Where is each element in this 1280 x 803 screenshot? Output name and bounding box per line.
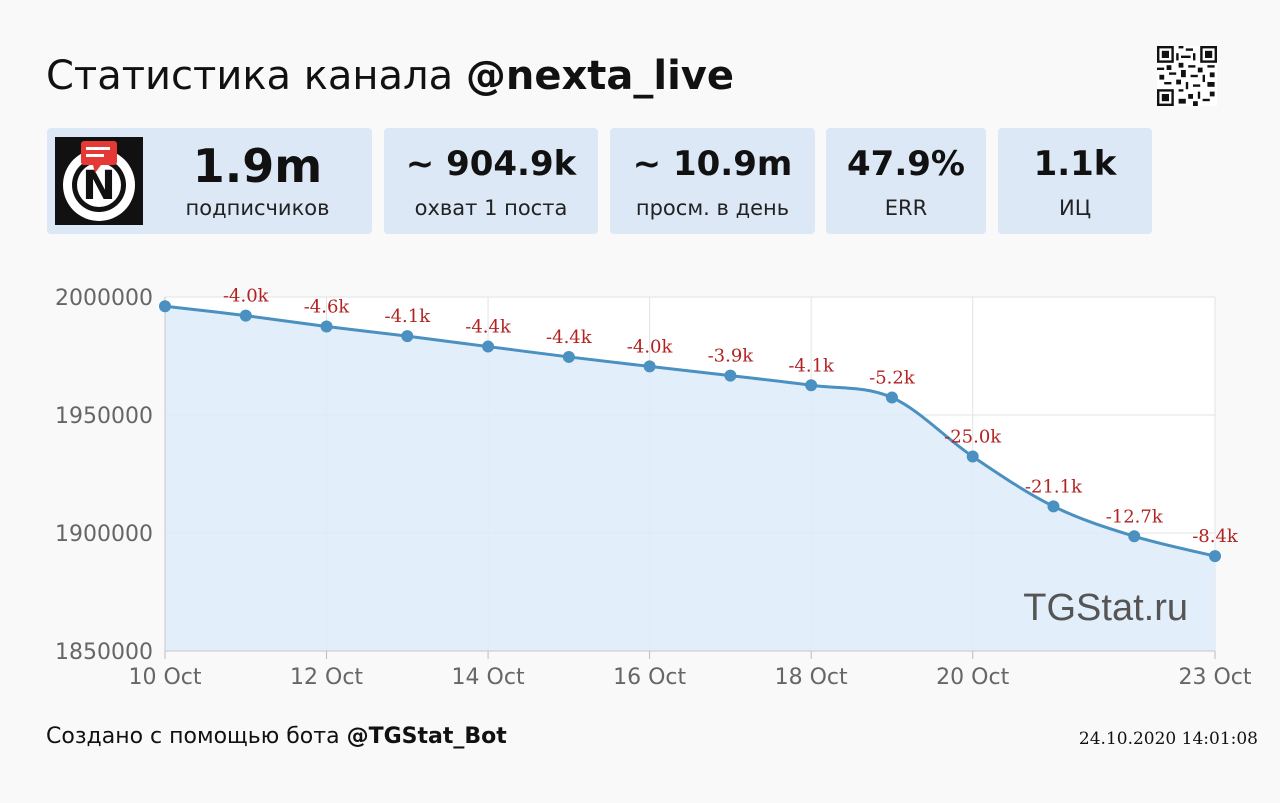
x-tick-label: 18 Oct xyxy=(775,665,848,690)
data-point xyxy=(805,379,818,392)
data-point xyxy=(643,360,656,373)
qr-code-icon xyxy=(1157,46,1217,106)
channel-handle: @nexta_live xyxy=(465,53,735,99)
stat-card-daily-views: ~ 10.9m просм. в день xyxy=(610,128,815,234)
x-tick-label: 16 Oct xyxy=(613,665,686,690)
series-line xyxy=(164,304,1216,558)
y-tick-label: 1950000 xyxy=(55,404,153,429)
data-label: -4.1k xyxy=(384,306,431,327)
stat-value: 47.9% xyxy=(847,144,965,184)
page-title: Статистика канала @nexta_live xyxy=(46,50,734,102)
data-point xyxy=(885,391,898,404)
data-point xyxy=(239,309,252,322)
bot-link[interactable]: @TGStat_Bot xyxy=(346,724,507,749)
data-label: -25.0k xyxy=(944,427,1002,448)
x-tick-label: 20 Oct xyxy=(936,665,1009,690)
data-label: -21.1k xyxy=(1025,476,1083,497)
data-point xyxy=(482,340,495,353)
footer-credit: Создано с помощью бота @TGStat_Bot xyxy=(46,722,507,752)
title-prefix: Статистика канала xyxy=(46,53,454,99)
stat-card-citation-index: 1.1k ИЦ xyxy=(998,128,1152,234)
y-tick-label: 1900000 xyxy=(55,522,153,547)
data-point xyxy=(320,320,333,333)
subscribers-chart: 1850000 1900000 1950000 2000000 10 Oct 12 Oct… xyxy=(55,286,1252,690)
data-point xyxy=(724,369,737,382)
stat-label: просм. в день xyxy=(635,196,790,220)
data-label: -4.4k xyxy=(546,327,593,348)
data-point xyxy=(1047,500,1060,513)
data-point xyxy=(1209,550,1221,563)
timestamp: 24.10.2020 14:01:08 xyxy=(1078,729,1258,749)
nexta-logo-icon: N xyxy=(55,137,143,225)
data-point xyxy=(401,330,414,343)
data-label: -4.1k xyxy=(788,355,835,376)
stat-value: 1.9m xyxy=(192,139,323,193)
data-label: -3.9k xyxy=(708,346,755,367)
data-label: -4.6k xyxy=(304,297,351,318)
watermark: TGStat.ru xyxy=(1023,587,1188,629)
data-label: -4.0k xyxy=(627,336,674,357)
stat-value: ~ 10.9m xyxy=(632,144,793,184)
y-tick-label: 1850000 xyxy=(55,640,153,665)
x-tick-label: 10 Oct xyxy=(128,665,201,690)
data-point xyxy=(159,300,171,313)
data-label: -4.4k xyxy=(465,317,512,338)
stat-value: 1.1k xyxy=(1033,144,1117,184)
data-label: -4.0k xyxy=(223,286,270,307)
x-tick-label: 23 Oct xyxy=(1178,665,1251,690)
x-tick-label: 12 Oct xyxy=(290,665,363,690)
footer-prefix: Создано с помощью бота xyxy=(46,724,340,749)
x-tick-label: 14 Oct xyxy=(452,665,525,690)
logo-letter: N xyxy=(82,163,115,209)
data-point xyxy=(1128,530,1141,543)
stat-label: охват 1 поста xyxy=(414,196,568,220)
data-point xyxy=(562,350,575,363)
stat-label: ИЦ xyxy=(1058,196,1091,220)
stat-card-err: 47.9% ERR xyxy=(826,128,986,234)
y-tick-label: 2000000 xyxy=(55,286,153,311)
area-fill xyxy=(165,306,1215,651)
stat-value: ~ 904.9k xyxy=(405,144,577,184)
stat-label: ERR xyxy=(884,196,928,220)
data-point xyxy=(966,450,979,463)
stat-card-reach: ~ 904.9k охват 1 поста xyxy=(384,128,598,234)
stat-card-subscribers: N 1.9m подписчиков xyxy=(47,128,372,234)
stat-label: подписчиков xyxy=(185,196,330,220)
data-label: -5.2k xyxy=(869,368,916,389)
data-label: -12.7k xyxy=(1106,506,1164,527)
data-label: -8.4k xyxy=(1192,526,1239,547)
